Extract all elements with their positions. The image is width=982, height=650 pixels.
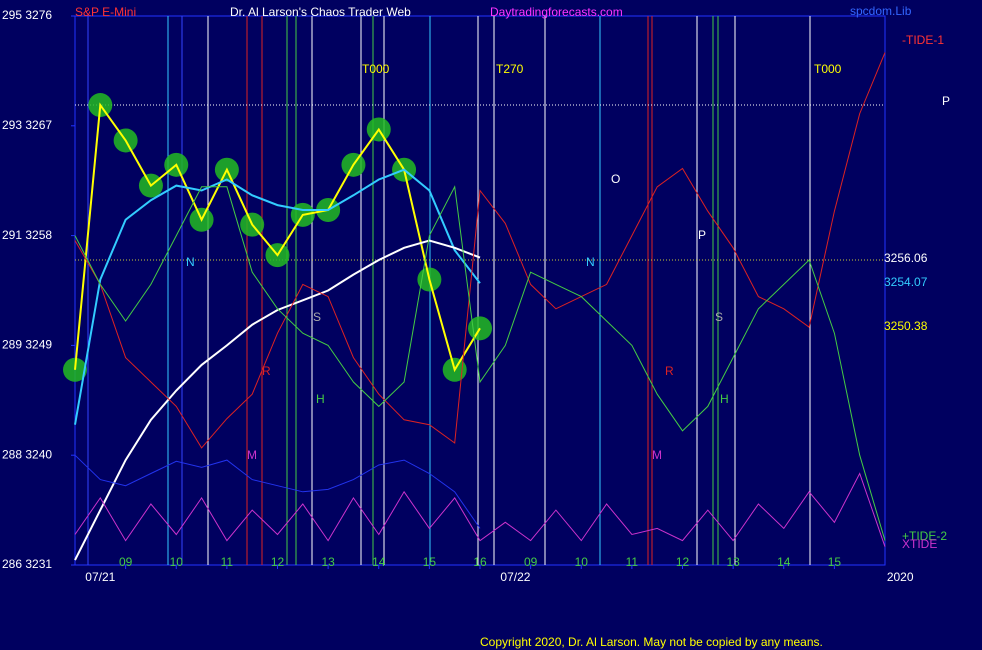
last-value: 3256.06 [884,251,928,265]
annotation: S [715,310,723,324]
x-tick-label: 10 [575,555,589,569]
series-line [74,52,886,449]
date-label: 07/22 [500,570,530,584]
x-tick-label: 16 [473,555,487,569]
annotation: M [652,448,662,462]
annotation: T270 [496,62,524,76]
copyright: Copyright 2020, Dr. Al Larson. May not b… [480,635,823,649]
subtitle: S&P E-Mini [75,5,136,19]
annotation: H [720,392,729,406]
date-label: 07/21 [85,570,115,584]
series-line [74,168,481,425]
series-line [74,454,481,529]
x-tick-label: 12 [271,555,285,569]
plot-frame [74,15,886,566]
last-value: 3254.07 [884,275,928,289]
annotation: R [262,364,271,378]
annotation: S [313,310,321,324]
annotation: XTIDE [902,537,937,551]
x-tick-label: 12 [676,555,690,569]
annotation: T000 [362,62,390,76]
x-tick-label: 13 [726,555,740,569]
y-tick-label: 288 3240 [2,447,52,461]
x-tick-label: 14 [372,555,386,569]
annotation: +TIDE-2 [902,529,947,543]
y-tick-label: 295 3276 [2,8,52,22]
x-tick-label: 11 [221,555,234,569]
x-tick-label: 14 [777,555,791,569]
annotation: P [942,94,950,108]
annotation: H [316,392,325,406]
annotation: R [665,364,674,378]
x-tick-label: 10 [170,555,184,569]
series-line [74,472,886,547]
annotation: T000 [814,62,842,76]
x-tick-label: 13 [321,555,335,569]
date-label: 2020 [887,570,914,584]
annotation: N [586,255,595,269]
annotation: -TIDE-1 [902,33,944,47]
y-tick-label: 293 3267 [2,118,52,132]
chart-title: Dr. Al Larson's Chaos Trader Web [230,5,411,19]
x-tick-label: 15 [423,555,437,569]
annotation: N [186,255,195,269]
annotations: T000 T270 T000 -TIDE-1 +TIDE-2 XTIDE P O… [186,33,950,551]
corner-label: spcdom.Lib [850,4,912,18]
series-line [74,239,481,561]
annotation: P [698,228,706,242]
y-tick-label: 286 3231 [2,557,52,571]
annotation: O [611,172,620,186]
x-tick-label: 11 [626,555,639,569]
x-tick-label: 15 [828,555,842,569]
x-tick-label: 09 [119,555,133,569]
x-tick-label: 09 [524,555,538,569]
y-tick-label: 289 3249 [2,338,52,352]
series-line [74,102,481,373]
time-markers [75,16,885,565]
y-tick-label: 291 3258 [2,228,52,242]
last-value: 3250.38 [884,319,928,333]
series-line [74,185,886,541]
annotation: M [247,448,257,462]
site-name: Daytradingforecasts.com [490,5,623,19]
